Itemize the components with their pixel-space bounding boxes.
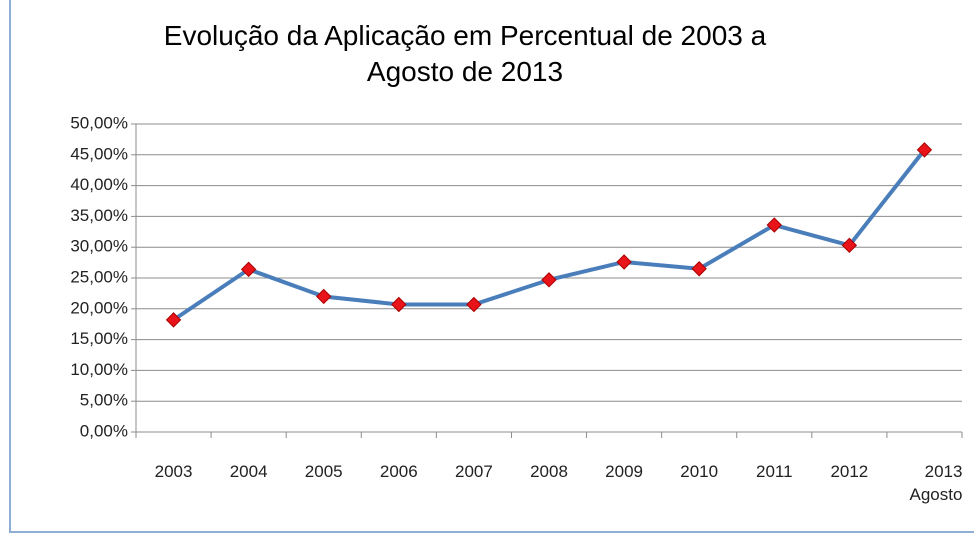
marker [691,261,707,277]
line-series [172,148,927,322]
x-tick-label: 2005 [304,462,343,481]
x-tick-label: 2010 [680,462,719,481]
x-tick-label: 2009 [605,462,643,481]
y-tick-label: 45,00% [70,144,128,163]
y-tick-label: 40,00% [70,175,128,194]
x-tick-label: 2008 [530,462,568,481]
marker [616,254,632,270]
marker [466,296,482,313]
y-tick-label: 15,00% [70,329,128,348]
chart-title: Evolução da Aplicação em Percentual de 2… [163,20,767,87]
x-tick-label: 2011 [755,462,793,481]
y-tick-label: 35,00% [70,206,128,225]
marker [916,142,933,158]
marker [541,272,557,288]
y-tick-label: 0,00% [80,421,128,440]
y-tick-label: 25,00% [70,267,128,286]
marker [841,237,858,254]
marker [165,312,182,328]
marker [766,217,782,233]
x-tick-label: 2006 [379,462,418,481]
y-tick-label: 50,00% [70,113,128,132]
x-tick-label: 2013 Agosto [909,462,963,504]
x-tick-label: 2012 [830,462,869,481]
marker [240,261,257,278]
x-tick-label: 2007 [454,462,493,481]
marker [316,288,332,305]
y-tick-label: 20,00% [70,298,128,317]
x-tick-label: 2003 [154,462,193,481]
marker [391,296,407,313]
x-tick-label: 2004 [229,462,268,481]
y-tick-label: 30,00% [70,237,128,256]
y-tick-label: 10,00% [70,360,128,379]
y-tick-label: 5,00% [80,391,128,410]
chart-frame [9,0,974,533]
